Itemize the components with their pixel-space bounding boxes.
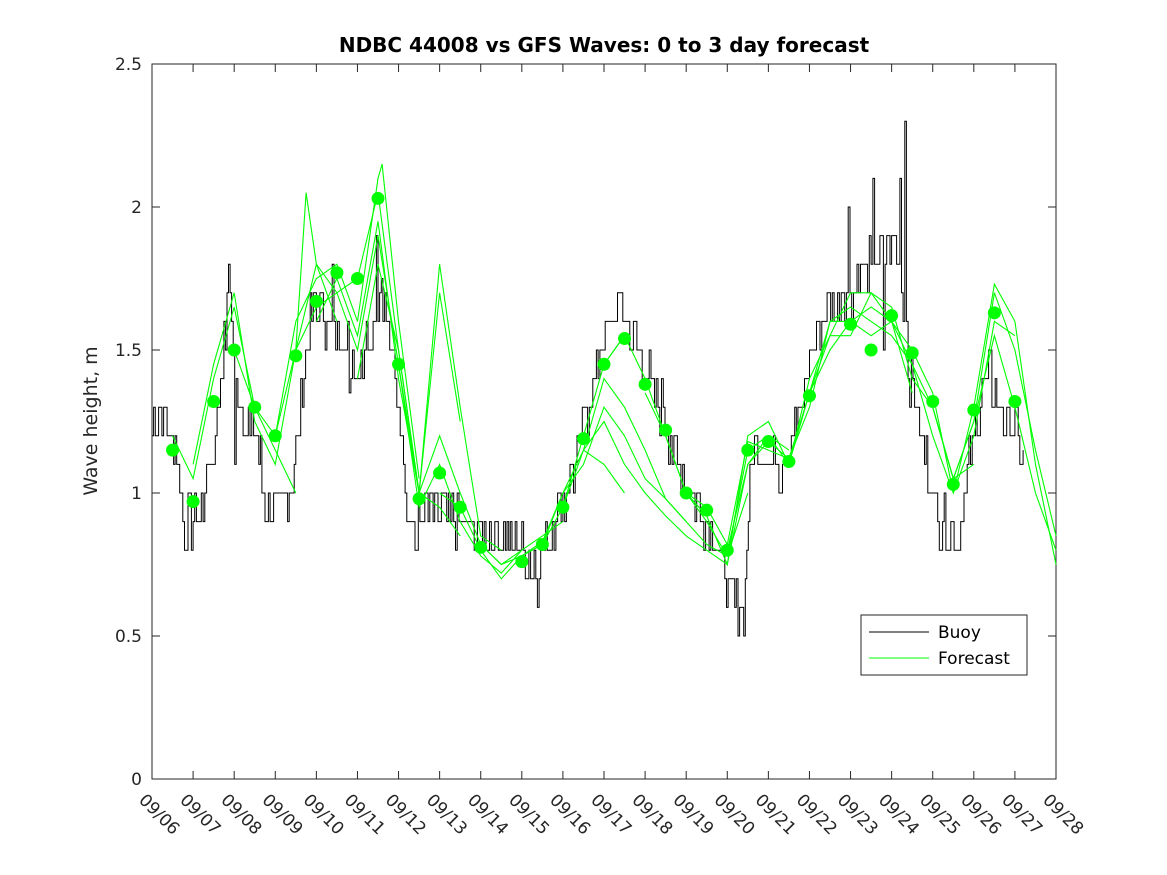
forecast-marker (535, 537, 549, 551)
forecast-marker (207, 394, 221, 408)
x-tick-label: 09/26 (956, 790, 1005, 839)
x-tick-label: 09/17 (586, 790, 635, 839)
x-tick-label: 09/19 (669, 790, 718, 839)
forecast-marker (227, 343, 241, 357)
forecast-marker (556, 500, 570, 514)
forecast-marker (350, 272, 364, 285)
forecast-marker (371, 191, 385, 205)
forecast-marker (392, 357, 406, 371)
x-tick-label: 09/16 (545, 790, 594, 839)
x-tick-label: 09/23 (833, 790, 882, 839)
legend-buoy-label: Buoy (938, 623, 981, 643)
forecast-marker (597, 357, 611, 371)
forecast-marker (782, 455, 796, 469)
forecast-marker (741, 443, 755, 457)
y-tick-label: 1.5 (115, 341, 142, 361)
forecast-marker (289, 349, 303, 363)
forecast-marker (1008, 394, 1022, 408)
forecast-marker (720, 543, 734, 557)
forecast-marker (987, 306, 1001, 320)
forecast-series (172, 306, 297, 494)
x-tick-label: 09/27 (997, 790, 1046, 839)
x-tick-label: 09/13 (422, 790, 471, 839)
legend-box (860, 614, 1028, 676)
y-tick-label: 0 (131, 770, 142, 790)
forecast-series (356, 264, 461, 494)
forecast-series (562, 420, 790, 566)
y-tick-label: 0.5 (115, 627, 142, 647)
y-axis-label: Wave height, m (80, 346, 102, 495)
forecast-series (685, 292, 913, 567)
x-tick-label: 09/28 (1038, 790, 1087, 839)
forecast-marker (926, 394, 940, 408)
x-tick-label: 09/07 (176, 790, 225, 839)
forecast-marker (330, 266, 344, 280)
forecast-series (233, 163, 420, 479)
forecast-series (397, 364, 564, 574)
x-tick-label: 09/21 (751, 790, 800, 839)
buoy-series (152, 120, 1024, 637)
legend-forecast-label: Forecast (938, 649, 1010, 669)
forecast-series (521, 406, 749, 557)
forecast-series (192, 262, 338, 467)
forecast-marker (433, 466, 447, 480)
chart-title: NDBC 44008 vs GFS Waves: 0 to 3 day fore… (339, 33, 870, 57)
forecast-marker (659, 423, 673, 437)
forecast-marker (248, 400, 262, 414)
forecast-series (809, 320, 1016, 495)
x-tick-label: 09/11 (340, 790, 389, 839)
x-tick-label: 09/06 (134, 790, 183, 839)
plot-area: 00.511.522.509/0609/0709/0809/0909/1009/… (115, 55, 1087, 839)
forecast-marker (412, 492, 426, 506)
y-tick-label: 2 (131, 198, 142, 218)
forecast-marker (453, 500, 467, 514)
forecast-marker (186, 495, 200, 509)
y-tick-label: 2.5 (115, 55, 142, 75)
forecast-marker (844, 317, 858, 331)
x-tick-label: 09/22 (792, 790, 841, 839)
forecast-marker (638, 377, 652, 391)
x-tick-label: 09/10 (299, 790, 348, 839)
x-tick-label: 09/20 (710, 790, 759, 839)
forecast-marker (946, 477, 960, 491)
x-tick-label: 09/15 (504, 790, 553, 839)
forecast-marker (864, 343, 878, 357)
forecast-series (583, 449, 625, 494)
forecast-marker (309, 294, 323, 308)
forecast-marker (802, 389, 816, 403)
forecast-marker (474, 540, 488, 554)
legend: Buoy Forecast (860, 614, 1028, 676)
forecast-marker (576, 432, 590, 446)
forecast-marker (268, 429, 282, 443)
x-tick-label: 09/14 (463, 790, 512, 839)
forecast-marker (967, 403, 981, 417)
forecast-marker (885, 309, 899, 323)
x-tick-label: 09/08 (217, 790, 266, 839)
x-tick-label: 09/09 (258, 790, 307, 839)
y-tick-label: 1 (131, 484, 142, 504)
forecast-marker (761, 435, 775, 449)
x-tick-label: 09/18 (628, 790, 677, 839)
forecast-marker (515, 555, 529, 569)
forecast-marker (700, 503, 714, 517)
forecast-marker (166, 443, 180, 457)
forecast-marker (618, 332, 632, 346)
x-tick-label: 09/12 (381, 790, 430, 839)
x-tick-label: 09/24 (874, 790, 923, 839)
forecast-marker (905, 346, 919, 360)
forecast-marker (679, 486, 693, 500)
x-tick-label: 09/25 (915, 790, 964, 839)
